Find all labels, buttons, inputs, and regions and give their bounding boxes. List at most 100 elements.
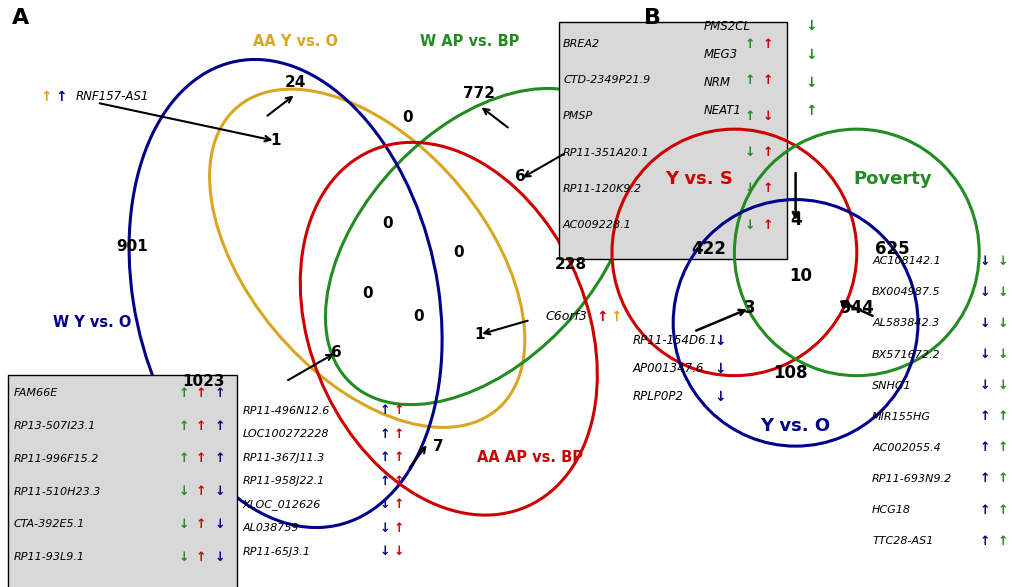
Text: ↑: ↑: [997, 504, 1007, 517]
Text: ↑: ↑: [997, 441, 1007, 454]
Text: AL583842.3: AL583842.3: [871, 318, 938, 329]
Text: ↑: ↑: [196, 518, 206, 531]
Text: ↓: ↓: [214, 485, 224, 498]
Text: 6: 6: [331, 345, 341, 360]
Text: CTD-2349P21.9: CTD-2349P21.9: [562, 75, 650, 85]
Text: RP11-154D6.1: RP11-154D6.1: [632, 334, 716, 347]
Text: HCG18: HCG18: [871, 505, 910, 515]
Text: 0: 0: [413, 309, 423, 325]
Text: 108: 108: [772, 364, 807, 382]
Text: B: B: [644, 8, 660, 28]
Text: ↑: ↑: [978, 504, 988, 517]
Text: ↑: ↑: [196, 551, 206, 564]
Text: ↓: ↓: [805, 48, 816, 62]
Text: ↑: ↑: [744, 38, 754, 50]
Text: BX004987.5: BX004987.5: [871, 287, 940, 298]
Text: ↓: ↓: [178, 551, 189, 564]
Text: ↑: ↑: [393, 428, 404, 441]
Text: ↑: ↑: [744, 74, 754, 87]
Text: ↑: ↑: [762, 218, 772, 231]
Text: BREA2: BREA2: [562, 39, 599, 49]
Text: ↑: ↑: [196, 485, 206, 498]
Text: ↑: ↑: [762, 74, 772, 87]
Text: ↑: ↑: [978, 410, 988, 423]
Text: ↑: ↑: [978, 535, 988, 548]
Text: ↓: ↓: [997, 348, 1007, 361]
Text: 10: 10: [789, 267, 811, 285]
Text: ↑: ↑: [178, 453, 189, 465]
Text: XLOC_012626: XLOC_012626: [243, 500, 321, 510]
Text: AA AP vs. BP: AA AP vs. BP: [477, 450, 583, 465]
Text: RP13-507I23.1: RP13-507I23.1: [13, 421, 96, 431]
Text: ↓: ↓: [744, 218, 754, 231]
Text: FAM66E: FAM66E: [13, 388, 57, 399]
Text: ↓: ↓: [393, 545, 404, 558]
Text: AP001347.6: AP001347.6: [632, 362, 703, 375]
Text: ↑: ↑: [379, 404, 389, 417]
Text: ↑: ↑: [214, 387, 224, 400]
Text: Y vs. O: Y vs. O: [760, 417, 829, 434]
Text: NEAT1: NEAT1: [703, 104, 741, 117]
Text: ↓: ↓: [713, 333, 725, 348]
Text: PMS2CL: PMS2CL: [703, 20, 750, 33]
Text: ↓: ↓: [379, 498, 389, 511]
Text: ↑: ↑: [379, 451, 389, 464]
Text: ↑: ↑: [805, 104, 816, 118]
Text: CTA-392E5.1: CTA-392E5.1: [13, 519, 85, 529]
Text: ↑: ↑: [744, 110, 754, 123]
Text: ↑: ↑: [762, 38, 772, 50]
Text: ↑: ↑: [178, 387, 189, 400]
Text: ↑: ↑: [55, 90, 67, 104]
Text: RP11-93L9.1: RP11-93L9.1: [13, 552, 85, 562]
Text: ↓: ↓: [744, 146, 754, 159]
Text: ↓: ↓: [978, 317, 988, 330]
Text: RP11-496N12.6: RP11-496N12.6: [243, 406, 330, 416]
Text: ↑: ↑: [196, 420, 206, 433]
Text: ↑: ↑: [762, 146, 772, 159]
Text: 1: 1: [270, 133, 280, 149]
Text: AA Y vs. O: AA Y vs. O: [253, 33, 338, 49]
Text: ↑: ↑: [762, 183, 772, 195]
Text: ↓: ↓: [713, 390, 725, 404]
Text: ↑: ↑: [214, 420, 224, 433]
Text: LOC100272228: LOC100272228: [243, 429, 329, 440]
Text: 3: 3: [743, 299, 755, 317]
Text: ↓: ↓: [978, 255, 988, 268]
Text: ↓: ↓: [997, 255, 1007, 268]
Text: ↑: ↑: [393, 498, 404, 511]
Text: ↑: ↑: [997, 473, 1007, 485]
FancyBboxPatch shape: [558, 22, 787, 259]
Text: ↓: ↓: [762, 110, 772, 123]
Text: 1: 1: [474, 327, 484, 342]
Text: ↑: ↑: [596, 310, 607, 324]
Text: 0: 0: [362, 286, 372, 301]
Text: ↑: ↑: [196, 453, 206, 465]
Text: ↑: ↑: [609, 310, 621, 324]
Text: ↓: ↓: [978, 379, 988, 392]
Text: ↓: ↓: [744, 183, 754, 195]
Text: ↓: ↓: [997, 286, 1007, 299]
Text: 625: 625: [874, 241, 909, 258]
Text: ↑: ↑: [978, 473, 988, 485]
Text: W Y vs. O: W Y vs. O: [53, 315, 130, 330]
Text: RPLP0P2: RPLP0P2: [632, 390, 683, 403]
Text: C6orf3: C6orf3: [545, 311, 587, 323]
Text: ↓: ↓: [978, 286, 988, 299]
Text: ↓: ↓: [805, 76, 816, 90]
Text: ↓: ↓: [978, 348, 988, 361]
Text: AC002055.4: AC002055.4: [871, 443, 940, 453]
Text: AC009228.1: AC009228.1: [562, 220, 631, 230]
Text: RP11-65J3.1: RP11-65J3.1: [243, 546, 311, 557]
Text: 1023: 1023: [182, 374, 225, 389]
Text: ↓: ↓: [713, 362, 725, 376]
Text: 6: 6: [515, 168, 525, 184]
Text: AL038759: AL038759: [243, 523, 300, 534]
Text: ↑: ↑: [178, 420, 189, 433]
Text: ↓: ↓: [997, 379, 1007, 392]
Text: RP11-693N9.2: RP11-693N9.2: [871, 474, 952, 484]
Text: ↓: ↓: [379, 545, 389, 558]
Text: AC108142.1: AC108142.1: [871, 256, 940, 266]
Text: ↓: ↓: [178, 485, 189, 498]
Text: ↓: ↓: [214, 518, 224, 531]
Text: MIR155HG: MIR155HG: [871, 411, 930, 422]
